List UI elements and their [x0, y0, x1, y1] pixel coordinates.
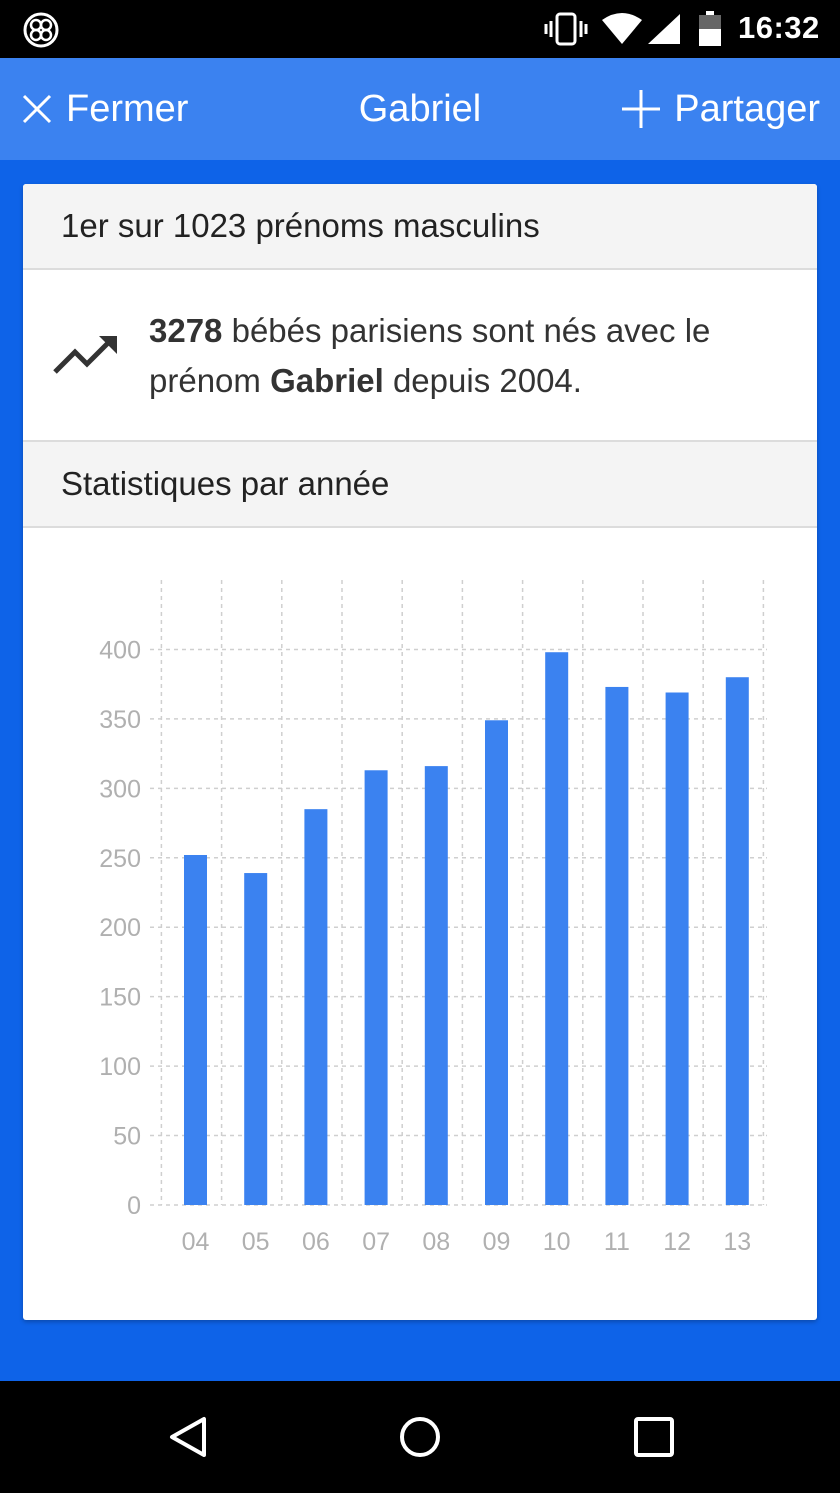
app-bar: Fermer Gabriel Partager — [0, 58, 840, 160]
summary-text-part2: depuis 2004. — [383, 362, 582, 399]
bar-04 — [184, 854, 207, 1205]
battery-icon — [699, 11, 721, 46]
status-bar: 16:32 — [0, 0, 840, 58]
summary-section: 3278 bébés parisiens sont nés avec le pr… — [23, 270, 817, 440]
recent-apps-icon[interactable] — [632, 1415, 676, 1459]
rank-header: 1er sur 1023 prénoms masculins — [23, 184, 817, 270]
summary-name: Gabriel — [270, 362, 384, 399]
main-content: 1er sur 1023 prénoms masculins 3278 bébé… — [0, 160, 840, 1381]
close-icon — [22, 94, 52, 124]
y-tick-label: 250 — [99, 845, 141, 873]
home-icon[interactable] — [398, 1415, 442, 1459]
summary-text-part1: bébés parisiens sont nés avec le prénom — [149, 312, 711, 399]
bar-10 — [545, 652, 569, 1205]
x-tick-label: 07 — [362, 1228, 390, 1256]
bar-07 — [364, 770, 388, 1205]
chart-svg: 0 50 100 150 200 250 300 350 400 04 05 06 07 08 09 10 11… — [99, 580, 767, 1256]
y-tick-label: 300 — [99, 775, 141, 803]
status-time: 16:32 — [738, 10, 820, 45]
y-tick-label: 150 — [99, 984, 141, 1012]
x-tick-label: 04 — [182, 1228, 210, 1256]
bar-06 — [304, 809, 328, 1205]
x-tick-label: 13 — [723, 1228, 751, 1256]
name-stats-card: 1er sur 1023 prénoms masculins 3278 bébé… — [23, 184, 817, 1320]
y-tick-label: 200 — [99, 914, 141, 942]
summary-text: 3278 bébés parisiens sont nés avec le pr… — [149, 306, 789, 406]
bar-09 — [485, 720, 508, 1205]
y-tick-label: 50 — [113, 1123, 141, 1151]
bar-11 — [605, 686, 629, 1205]
stats-title: Statistiques par année — [61, 465, 390, 502]
x-tick-label: 10 — [543, 1228, 571, 1256]
x-tick-label: 05 — [242, 1228, 270, 1256]
share-button[interactable]: Partager — [620, 84, 820, 134]
bar-08 — [424, 766, 448, 1205]
x-tick-label: 09 — [483, 1228, 511, 1256]
x-tick-label: 12 — [663, 1228, 691, 1256]
back-icon[interactable] — [166, 1415, 210, 1459]
y-tick-label: 350 — [99, 706, 141, 734]
close-label: Fermer — [66, 87, 189, 130]
signal-icon — [648, 14, 680, 44]
rank-text: 1er sur 1023 prénoms masculins — [61, 207, 540, 244]
yearly-bar-chart: 0 50 100 150 200 250 300 350 400 04 05 06 07 08 09 10 11… — [23, 528, 817, 1320]
x-tick-label: 08 — [422, 1228, 450, 1256]
x-tick-label: 06 — [302, 1228, 330, 1256]
close-button[interactable]: Fermer — [20, 84, 188, 134]
trending-up-icon — [53, 336, 117, 374]
bar-13 — [725, 677, 749, 1205]
summary-count: 3278 — [149, 312, 223, 349]
bar-12 — [665, 692, 689, 1205]
stats-header: Statistiques par année — [23, 440, 817, 528]
plus-icon — [622, 90, 661, 128]
vibrate-icon — [544, 12, 588, 46]
x-tick-label: 11 — [604, 1228, 630, 1256]
app-notification-icon — [23, 12, 59, 48]
bar-05 — [244, 873, 268, 1205]
nav-bar — [0, 1381, 840, 1493]
wifi-icon — [602, 13, 642, 44]
y-tick-label: 0 — [127, 1192, 141, 1220]
y-tick-label: 100 — [99, 1053, 141, 1081]
share-label: Partager — [674, 87, 820, 130]
y-tick-label: 400 — [99, 636, 141, 664]
